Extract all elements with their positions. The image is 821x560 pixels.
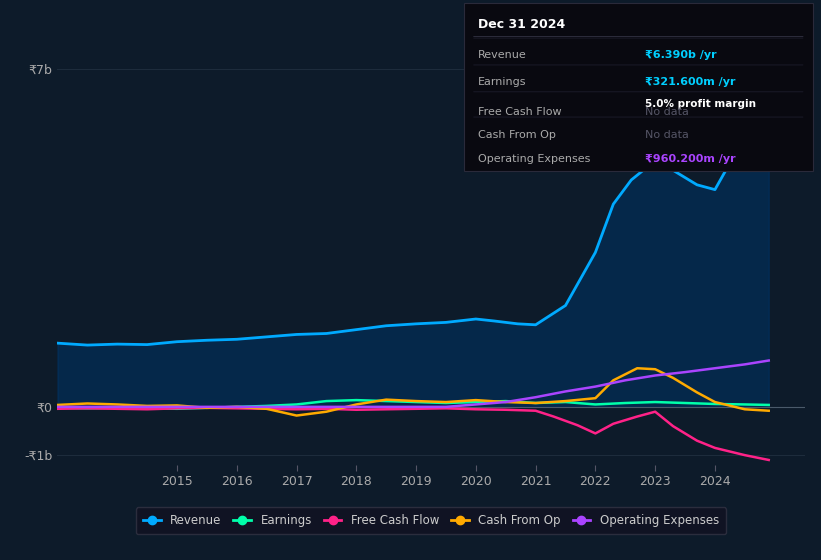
Text: 5.0% profit margin: 5.0% profit margin xyxy=(645,99,756,109)
Text: ₹960.200m /yr: ₹960.200m /yr xyxy=(645,154,736,164)
Text: Operating Expenses: Operating Expenses xyxy=(478,154,590,164)
Text: No data: No data xyxy=(645,130,689,141)
Text: ₹6.390b /yr: ₹6.390b /yr xyxy=(645,50,717,60)
Legend: Revenue, Earnings, Free Cash Flow, Cash From Op, Operating Expenses: Revenue, Earnings, Free Cash Flow, Cash … xyxy=(136,507,726,534)
Text: Free Cash Flow: Free Cash Flow xyxy=(478,107,562,117)
Text: ₹321.600m /yr: ₹321.600m /yr xyxy=(645,77,736,87)
Text: Revenue: Revenue xyxy=(478,50,526,60)
Text: Earnings: Earnings xyxy=(478,77,526,87)
Text: Cash From Op: Cash From Op xyxy=(478,130,556,141)
Text: No data: No data xyxy=(645,107,689,117)
Text: Dec 31 2024: Dec 31 2024 xyxy=(478,18,565,31)
